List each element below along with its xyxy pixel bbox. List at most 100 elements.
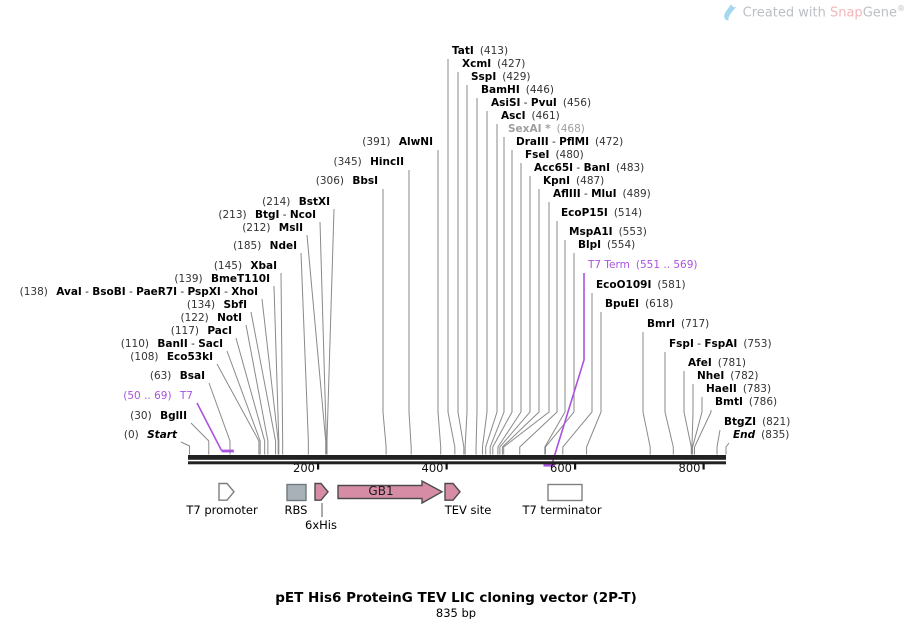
enzyme-label-xcmi[interactable]: XcmI (427) (462, 58, 526, 70)
enzyme-label-afliii-mlui[interactable]: AflIII - MluI (489) (553, 188, 651, 200)
feature-t7-promoter[interactable] (218, 482, 235, 501)
enzyme-label-kpni[interactable]: KpnI (487) (543, 175, 605, 187)
feature-rbs[interactable] (286, 483, 307, 502)
watermark-text: Created with SnapGene® (742, 4, 905, 21)
leader-line-afei (683, 371, 692, 455)
enzyme-label-xbai[interactable]: (145) XbaI (213, 260, 277, 272)
enzyme-label-bpuei[interactable]: BpuEI (618) (605, 298, 674, 310)
ruler-tick-label-600: 600 (550, 460, 572, 475)
sequence-bar-bottom[interactable] (188, 461, 726, 465)
enzyme-label-bmti[interactable]: BmtI (786) (715, 396, 778, 408)
enzyme-label-mspa1i[interactable]: MspA1I (553) (569, 226, 647, 238)
watermark: Created with SnapGene® (723, 4, 905, 21)
sequence-bar-top[interactable] (188, 455, 726, 460)
primer-bar-t7-term[interactable] (543, 463, 556, 467)
leader-line-hincii (408, 170, 412, 455)
vector-length: 835 bp (435, 606, 477, 619)
enzyme-label-msli[interactable]: (212) MslI (242, 222, 303, 234)
enzyme-label-afei[interactable]: AfeI (781) (688, 357, 746, 369)
enzyme-label-paci[interactable]: (117) PacI (170, 325, 232, 337)
feature-label-rbs: RBS (284, 503, 308, 517)
feature-inline-label-gb1: GB1 (368, 484, 394, 498)
feature-label-tev-site: TEV site (444, 503, 492, 517)
leader-line-afliii-mlui (503, 202, 550, 455)
enzyme-label-sspi[interactable]: SspI (429) (471, 71, 531, 83)
enzyme-label-ecop15i[interactable]: EcoP15I (514) (561, 207, 643, 219)
feature-tev-site[interactable] (444, 482, 461, 501)
ruler-tick-600 (574, 463, 577, 470)
primer-leader-line-t7 (196, 402, 223, 452)
primer-leader-line-t7-term (551, 273, 585, 464)
enzyme-label-fspi-fspai[interactable]: FspI - FspAI (753) (669, 338, 772, 350)
enzyme-label-bbsi[interactable]: (306) BbsI (315, 175, 378, 187)
feature-t7-terminator[interactable] (547, 483, 583, 502)
leader-line-bamhi (475, 98, 478, 455)
leader-line-bbsi (382, 189, 387, 455)
enzyme-label-banii-saci[interactable]: (110) BanII - SacI (120, 338, 223, 350)
enzyme-label-asisi-pvui[interactable]: AsiSI - PvuI (456) (491, 97, 592, 109)
feature-gb1[interactable] (337, 479, 444, 505)
ruler-tick-label-400: 400 (421, 460, 444, 475)
enzyme-label-bsai[interactable]: (63) BsaI (149, 370, 205, 382)
enzyme-label-haeii[interactable]: HaeII (783) (706, 383, 772, 395)
ruler-tick-200 (317, 463, 320, 470)
enzyme-label-draiii-pflmi[interactable]: DraIII - PflMI (472) (516, 136, 624, 148)
enzyme-label-bmri[interactable]: BmrI (717) (647, 318, 710, 330)
enzyme-label-bglii[interactable]: (30) BglII (130, 410, 187, 422)
feature-label-t7-terminator: T7 terminator (522, 503, 602, 517)
primer-label-t7-term[interactable]: T7 Term (551 .. 569) (588, 259, 698, 271)
enzyme-label-bstxi[interactable]: (214) BstXI (262, 196, 330, 208)
enzyme-label-asci[interactable]: AscI (461) (501, 110, 560, 122)
leader-line-xbai (280, 272, 284, 455)
enzyme-label-tati[interactable]: TatI (413) (452, 45, 509, 57)
leader-line-mspa1i (544, 240, 566, 455)
leader-line-btgi-ncoi (319, 221, 327, 455)
enzyme-label-end[interactable]: End (835) (733, 429, 790, 441)
leader-line-ecop15i (519, 221, 558, 455)
enzyme-label-noti[interactable]: (122) NotI (180, 312, 242, 324)
leader-line-alwni (437, 150, 442, 455)
ruler-tick-label-800: 800 (678, 460, 701, 475)
enzyme-label-fsei[interactable]: FseI (480) (525, 149, 584, 161)
leader-line-tati (447, 59, 456, 455)
leader-line-xcmi (457, 72, 465, 455)
enzyme-label-alwni[interactable]: (391) AlwNI (362, 136, 433, 148)
leader-line-eco53ki (216, 363, 260, 455)
leader-line-sbfi (250, 311, 277, 455)
primer-bar-t7[interactable] (221, 449, 234, 453)
enzyme-label-bamhi[interactable]: BamHI (446) (481, 84, 554, 96)
leader-line-bmri (642, 332, 651, 455)
primer-label-t7[interactable]: (50 .. 69) T7 (123, 390, 193, 402)
enzyme-label-ecoo109i[interactable]: EcoO109I (581) (596, 279, 686, 291)
snapgene-flame-icon (723, 4, 737, 21)
enzyme-label-sbfi[interactable]: (134) SbfI (186, 299, 247, 311)
enzyme-label-hincii[interactable]: (345) HincII (333, 156, 404, 168)
enzyme-label-nhei[interactable]: NheI (782) (697, 370, 759, 382)
leader-line-blpi (544, 253, 575, 455)
enzyme-label-ndei[interactable]: (185) NdeI (233, 240, 297, 252)
enzyme-label-start[interactable]: (0) Start (123, 429, 177, 441)
leader-line-bglii (190, 422, 210, 455)
leader-line-asci (485, 124, 498, 455)
leader-line-bpuei (586, 312, 602, 455)
leader-line-ndei (300, 252, 309, 455)
leader-line-noti (245, 324, 269, 455)
enzyme-label-acc65i-bani[interactable]: Acc65I - BanI (483) (534, 162, 645, 174)
leader-line-avai-bsobi-paer7i-pspxi-xhoi (261, 298, 279, 455)
leader-line-fsei (497, 163, 522, 455)
enzyme-label-btgi-ncoi[interactable]: (213) BtgI - NcoI (218, 209, 316, 221)
enzyme-label-bmet110i[interactable]: (139) BmeT110I (174, 273, 270, 285)
enzyme-label-eco53ki[interactable]: (108) Eco53kI (130, 351, 213, 363)
enzyme-label-avai-bsobi-paer7i-pspxi-xhoi[interactable]: (138) AvaI - BsoBI - PaeR7I - PspXI - Xh… (19, 286, 258, 298)
enzyme-label-sexai[interactable]: SexAI * (468) (508, 123, 585, 135)
feature-label-t7-promoter: T7 promoter (186, 503, 258, 517)
leader-line-sspi (464, 85, 468, 455)
leader-line-haeii (692, 397, 703, 455)
enzyme-label-btgzi[interactable]: BtgZI (821) (724, 416, 791, 428)
watermark-brand-gene: Gene (862, 5, 897, 21)
leader-line-nhei (691, 384, 694, 455)
title-block: pET His6 ProteinG TEV LIC cloning vector… (0, 591, 912, 619)
enzyme-label-blpi[interactable]: BlpI (554) (578, 239, 636, 251)
leader-line-btgzi (716, 429, 721, 455)
feature-sixhis[interactable] (314, 482, 329, 501)
